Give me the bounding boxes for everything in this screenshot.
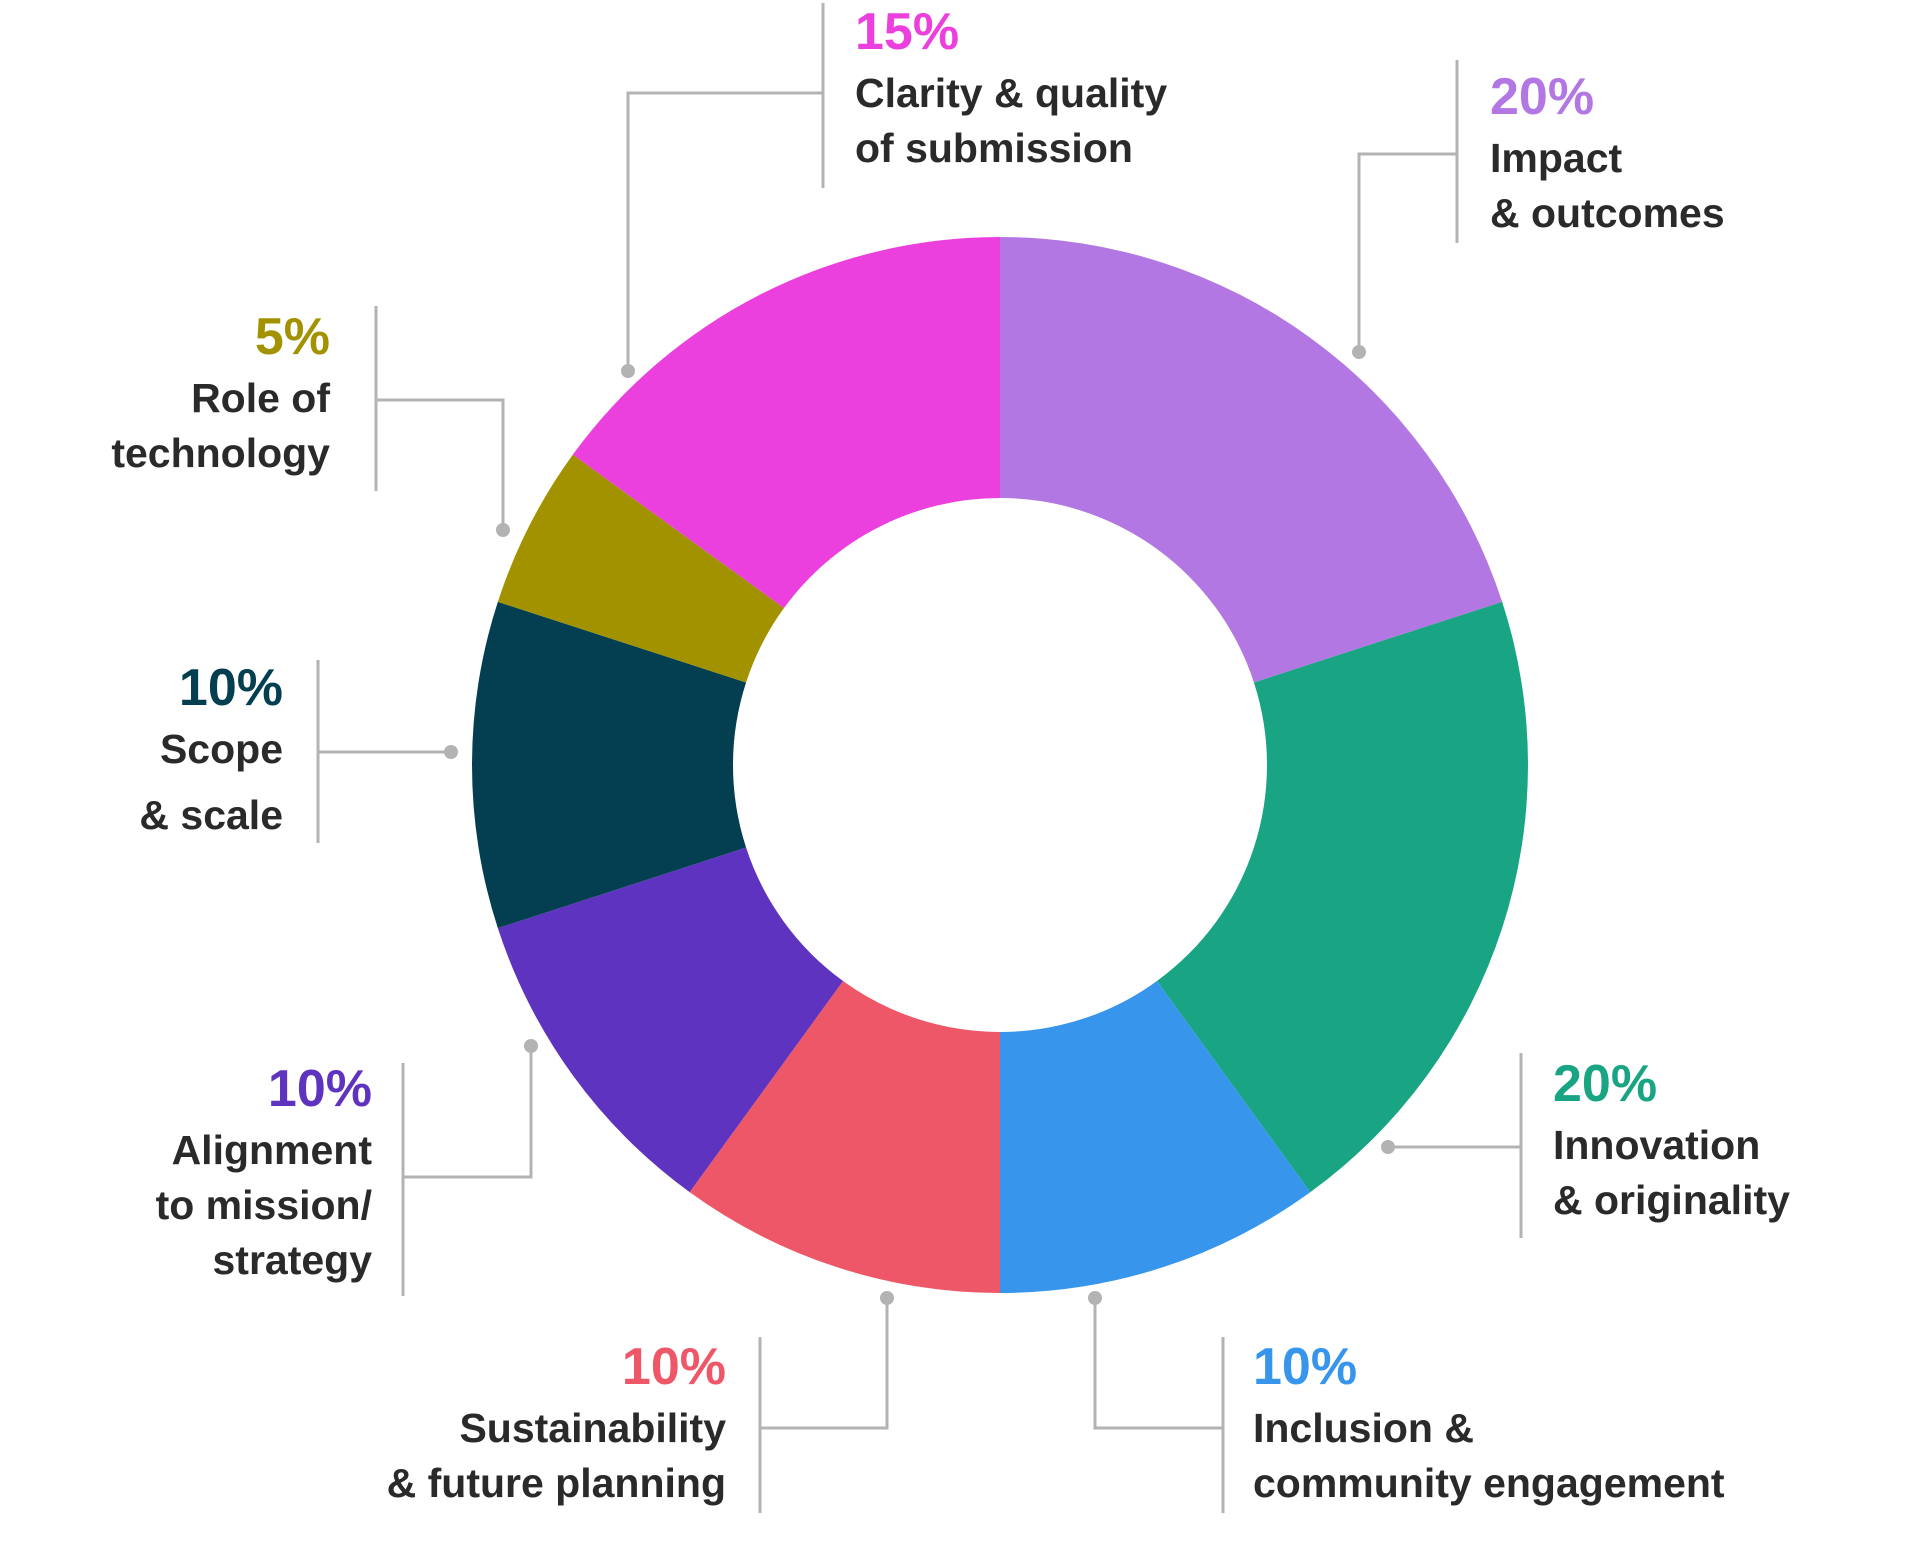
slice-6: [497, 454, 784, 683]
slice-name-label: & outcomes: [1490, 190, 1725, 236]
slice-percent-label: 10%: [1253, 1338, 1357, 1396]
leader-dot: [1352, 345, 1366, 359]
slice-7: [572, 237, 1000, 609]
slice-name-label: Inclusion &: [1253, 1405, 1474, 1451]
slice-percent-label: 10%: [268, 1060, 372, 1118]
slice-3: [689, 981, 1000, 1293]
leader-line: [626, 91, 823, 371]
leader-dot: [621, 364, 635, 378]
slice-percent-label: 20%: [1553, 1055, 1657, 1113]
slice-name-label: Innovation: [1553, 1122, 1760, 1168]
slice-name-label: technology: [111, 430, 330, 476]
slice-5: [472, 601, 747, 929]
leader-line: [760, 1298, 889, 1430]
slice-name-label: & future planning: [387, 1460, 726, 1506]
slice-percent-label: 20%: [1490, 68, 1594, 126]
slice-1: [1156, 601, 1528, 1193]
slice-percent-label: 15%: [855, 3, 959, 61]
slice-4: [497, 847, 844, 1193]
slice-percent-label: 10%: [622, 1338, 726, 1396]
slice-name-label: Impact: [1490, 135, 1622, 181]
leader-dot: [524, 1039, 538, 1053]
leader-line: [1357, 152, 1457, 352]
slice-percent-label: 5%: [255, 308, 330, 366]
callout-6: 5% Role of technology: [111, 306, 510, 537]
slice-name-label: & scale: [139, 792, 283, 838]
slice-name-label: strategy: [212, 1237, 372, 1283]
slice-0: [1000, 237, 1503, 683]
slice-2: [1000, 981, 1311, 1293]
callouts: 20% Impact & outcomes 20% Innovation & origin…: [111, 3, 1790, 1513]
leader-line: [1093, 1298, 1223, 1430]
callout-3: 10% Sustainability & future planning: [387, 1291, 894, 1513]
slice-name-label: Scope: [160, 726, 283, 772]
callout-1: 20% Innovation & originality: [1381, 1053, 1790, 1238]
slice-name-label: of submission: [855, 125, 1133, 171]
slice-name-label: Alignment: [172, 1127, 373, 1173]
callout-7: 15% Clarity & quality of submission: [621, 3, 1167, 378]
leader-dot: [496, 523, 510, 537]
slice-name-label: Role of: [191, 375, 330, 421]
leader-dot: [1088, 1291, 1102, 1305]
leader-dot: [444, 745, 458, 759]
slice-name-label: & originality: [1553, 1177, 1790, 1223]
slice-name-label: to mission/: [156, 1182, 372, 1228]
leader-line: [376, 398, 505, 530]
callout-5: 10% Scope & scale: [139, 659, 458, 843]
leader-dot: [880, 1291, 894, 1305]
donut-slices: [472, 237, 1528, 1293]
slice-name-label: Clarity & quality: [855, 70, 1167, 116]
callout-2: 10% Inclusion & community engagement: [1088, 1291, 1725, 1513]
leader-line: [403, 1046, 533, 1179]
slice-percent-label: 10%: [179, 659, 283, 717]
callout-4: 10% Alignment to mission/strategy: [156, 1039, 538, 1296]
callout-0: 20% Impact & outcomes: [1352, 60, 1725, 359]
leader-dot: [1381, 1140, 1395, 1154]
slice-name-label: community engagement: [1253, 1460, 1725, 1506]
slice-name-label: Sustainability: [459, 1405, 726, 1451]
